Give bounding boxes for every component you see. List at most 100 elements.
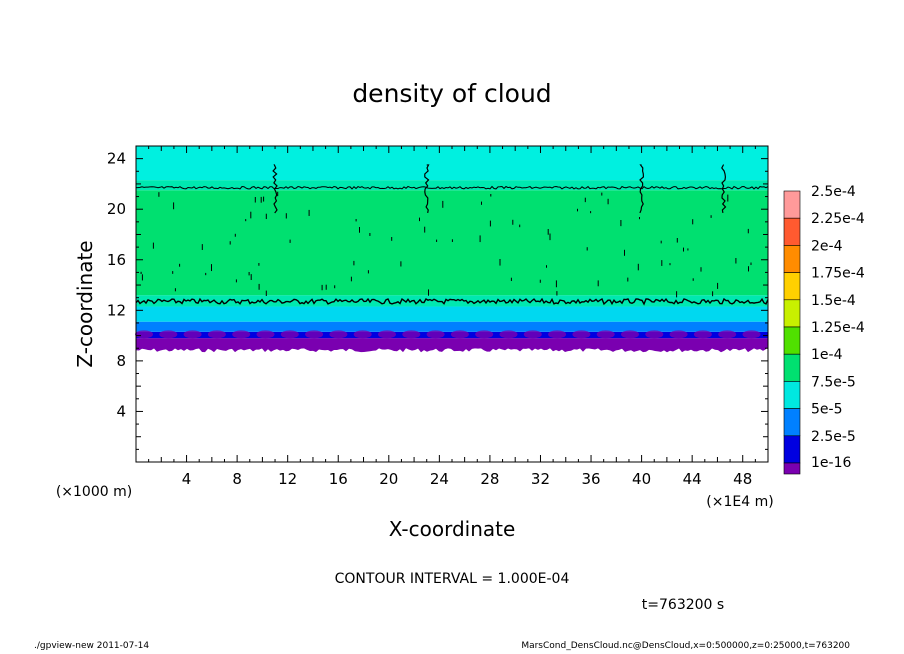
speckle [391, 237, 393, 241]
convective-cell [329, 330, 348, 339]
speckle [735, 258, 737, 264]
convective-cell [718, 330, 737, 339]
speckle [712, 291, 714, 297]
speckle [512, 219, 514, 225]
convective-cell [280, 330, 299, 339]
speckle [289, 239, 291, 243]
chart-title: density of cloud [352, 79, 551, 108]
speckle [627, 277, 629, 282]
footer-left: ./gpview-new 2011-07-14 [34, 641, 150, 651]
speckle [451, 239, 453, 242]
speckle [639, 217, 640, 220]
cloud-bottom-fringe [136, 345, 768, 353]
speckle [369, 233, 371, 236]
speckle [367, 270, 369, 274]
colorbar-label: 2.5e-5 [811, 429, 856, 445]
convective-cell [183, 330, 202, 339]
convective-cell [742, 330, 761, 339]
colorbar-swatch [783, 435, 801, 464]
colorbar-label: 2.25e-4 [811, 211, 865, 227]
speckle [258, 283, 260, 290]
speckle [717, 282, 719, 289]
speckle [141, 274, 143, 281]
speckle [174, 288, 176, 292]
speckle [285, 213, 287, 219]
x-tick-label: 16 [329, 470, 348, 488]
colorbar-swatch [783, 353, 801, 382]
convective-cell [378, 330, 396, 339]
speckle [254, 197, 256, 203]
x-tick-label: 40 [632, 470, 651, 488]
speckle [248, 272, 250, 276]
x-axis-label: X-coordinate [389, 517, 516, 541]
speckle [245, 219, 247, 222]
speckle [140, 271, 142, 274]
vertical-feature-1 [424, 164, 430, 214]
convective-cell [523, 330, 542, 339]
x-tick-label: 32 [531, 470, 550, 488]
convective-cell [548, 330, 567, 339]
x-axis: 4 8 12 16 20 24 28 32 36 40 44 48 [148, 146, 756, 488]
vertical-feature-2 [639, 164, 645, 214]
convective-cell [499, 330, 518, 339]
convective-cell [402, 330, 421, 339]
speckle [235, 279, 237, 283]
contour-interval-text: CONTOUR INTERVAL = 1.000E-04 [335, 571, 570, 587]
contour-line-0 [135, 297, 769, 306]
speckle [687, 248, 689, 251]
y-tick-label: 20 [107, 200, 126, 218]
density-band-2 [136, 321, 768, 332]
convective-cell [305, 330, 324, 339]
colorbar-swatch [783, 190, 801, 219]
speckle [428, 289, 429, 296]
speckle [590, 211, 592, 214]
colorbar-swatch [783, 299, 801, 328]
vertical-feature-3 [721, 164, 727, 214]
vertical-feature-0 [272, 164, 278, 214]
speckle [727, 194, 729, 202]
speckle [173, 202, 175, 210]
colorbar-swatch [783, 217, 801, 246]
colorbar-swatch [783, 381, 801, 409]
speckle [419, 217, 420, 222]
speckle [555, 280, 557, 288]
convective-cell [669, 330, 688, 339]
speckle [479, 235, 481, 243]
speckle [229, 241, 231, 245]
convective-cell [135, 330, 153, 339]
density-band-4 [136, 295, 768, 307]
x-tick-label: 12 [278, 470, 297, 488]
density-band-5 [136, 190, 768, 296]
x-tick-label: 48 [733, 470, 752, 488]
x-tick-label: 20 [379, 470, 398, 488]
speckle [481, 201, 482, 205]
x-tick-label: 44 [683, 470, 702, 488]
speckle [325, 284, 327, 290]
x-tick-label: 4 [182, 470, 192, 488]
convective-cell [450, 330, 469, 339]
colorbar-label: 2.5e-4 [811, 184, 856, 200]
colorbar-swatch [783, 408, 801, 437]
colorbar-swatch [783, 462, 801, 475]
colorbar-label: 1e-16 [811, 455, 851, 471]
convective-cell [426, 330, 445, 339]
colorbar-label: 1e-4 [811, 347, 843, 363]
time-text: t=763200 s [642, 597, 724, 613]
convective-cell [232, 330, 251, 339]
speckle [172, 271, 174, 274]
speckle [359, 227, 360, 233]
speckle [607, 198, 609, 205]
y-tick-label: 8 [116, 352, 126, 370]
speckle [710, 215, 712, 218]
convective-cell [475, 330, 494, 339]
y-tick-label: 12 [107, 301, 126, 319]
speckle [152, 242, 154, 249]
speckle [676, 291, 678, 298]
y-axis: 4 8 12 16 20 24 [107, 150, 768, 450]
speckle [490, 194, 492, 197]
convective-cell [207, 330, 226, 339]
speckle [601, 192, 603, 196]
speckle [624, 249, 625, 256]
colorbar: 2.5e-4 2.25e-4 2e-4 1.75e-4 1.5e-4 1.25e-4 1e-… [783, 184, 865, 475]
speckle [547, 229, 549, 235]
